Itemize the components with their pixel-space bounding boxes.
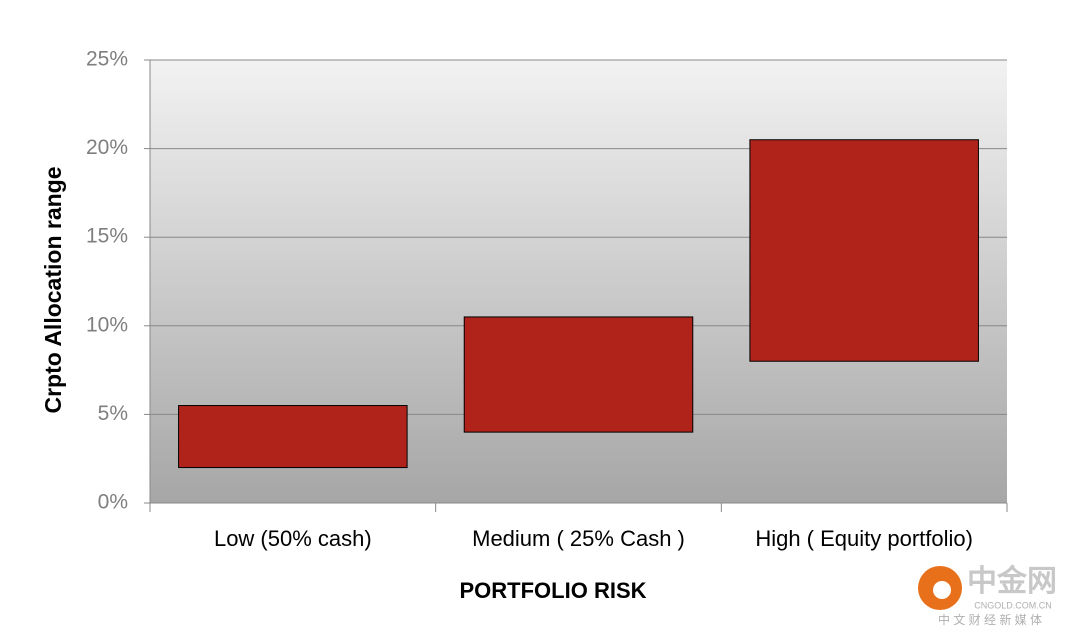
y-axis-title: Crpto Allocation range xyxy=(40,166,66,413)
watermark-url: CNGOLD.COM.CN xyxy=(974,600,1052,610)
watermark: 中金网 CNGOLD.COM.CN 中 文 财 经 新 媒 体 xyxy=(918,564,1057,627)
bar xyxy=(178,405,408,469)
watermark-name: 中金网 xyxy=(967,564,1057,598)
bar xyxy=(749,139,979,362)
y-tick-label: 0% xyxy=(98,491,128,514)
y-tick-label: 25% xyxy=(86,48,128,71)
watermark-logo-inner xyxy=(933,581,951,599)
y-tick-label: 15% xyxy=(86,225,128,248)
y-tick-label: 10% xyxy=(86,313,128,336)
x-tick-label: High ( Equity portfolio) xyxy=(755,526,973,551)
watermark-tagline: 中 文 财 经 新 媒 体 xyxy=(938,612,1042,627)
x-axis-title: PORTFOLIO RISK xyxy=(460,578,647,603)
x-tick-label: Low (50% cash) xyxy=(214,526,372,551)
y-tick-label: 20% xyxy=(86,136,128,159)
bar xyxy=(463,316,694,433)
y-tick-label: 5% xyxy=(98,402,128,425)
x-tick-label: Medium ( 25% Cash ) xyxy=(472,526,685,551)
